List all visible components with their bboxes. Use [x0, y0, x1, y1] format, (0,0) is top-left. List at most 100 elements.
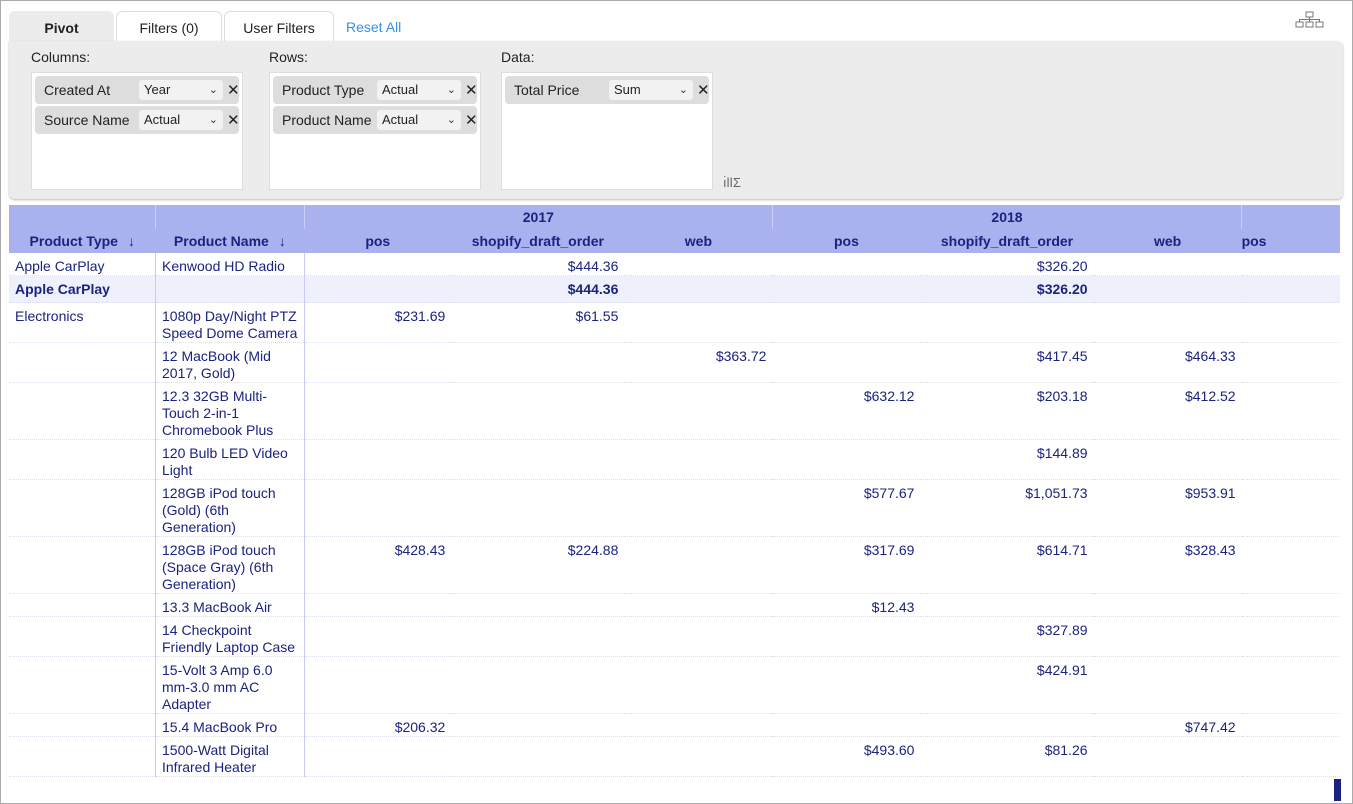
product-name-cell: 12.3 32GB Multi-Touch 2-in-1 Chromebook … [155, 382, 305, 440]
remove-field-icon[interactable]: ✕ [697, 82, 710, 99]
rows-dropzone[interactable]: Product Type Actual ⌄ ✕ Product Name Actua… [269, 72, 481, 190]
product-name-cell: Kenwood HD Radio [155, 253, 305, 276]
product-name-cell [155, 275, 305, 303]
corner-header [9, 205, 156, 229]
scroll-handle[interactable] [1334, 779, 1341, 801]
value-cell: $953.91 [1093, 479, 1242, 537]
field-chip[interactable]: Product Type Actual ⌄ ✕ [273, 76, 478, 104]
value-cell [451, 656, 625, 714]
columns-dropzone[interactable]: Created At Year ⌄ ✕ Source Name Actual ⌄ ✕ [31, 72, 243, 190]
product-type-cell: Apple CarPlay [9, 253, 156, 276]
value-cell: $81.26 [920, 736, 1094, 777]
source-header: shopify_draft_order [451, 229, 625, 253]
value-cell [920, 302, 1094, 343]
table-row: 13.3 MacBook Air $12.43 [9, 593, 1340, 617]
value-cell [1093, 736, 1242, 777]
value-cell [304, 439, 452, 480]
sort-arrow-icon[interactable]: ↓ [127, 233, 135, 249]
value-cell: $444.36 [451, 275, 625, 303]
tab-filters[interactable]: Filters (0) [116, 11, 222, 43]
corner-header [155, 205, 305, 229]
value-cell [772, 439, 921, 480]
source-header: pos [772, 229, 921, 253]
value-cell [451, 593, 625, 617]
product-type-header[interactable]: Product Type ↓ [9, 229, 156, 253]
product-type-cell [9, 656, 156, 714]
tab-pivot[interactable]: Pivot [9, 11, 114, 43]
value-cell: $326.20 [920, 253, 1094, 276]
value-cell [624, 593, 773, 617]
remove-field-icon[interactable]: ✕ [465, 112, 478, 129]
aggregation-settings-icon[interactable]: ı̇lǀΣ [723, 175, 741, 190]
value-cell: $12.43 [772, 593, 921, 617]
product-type-cell: Electronics [9, 302, 156, 343]
source-header: web [624, 229, 773, 253]
value-cell: $61.55 [451, 302, 625, 343]
product-type-cell [9, 536, 156, 594]
remove-field-icon[interactable]: ✕ [227, 82, 240, 99]
value-cell [304, 656, 452, 714]
value-cell: $444.36 [451, 253, 625, 276]
field-chip[interactable]: Product Name Actual ⌄ ✕ [273, 106, 478, 134]
product-type-header-label: Product Type [29, 233, 118, 249]
product-name-cell: 15.4 MacBook Pro [155, 713, 305, 737]
value-cell [1241, 616, 1340, 657]
subtotal-row: Apple CarPlay $444.36 $326.20 [9, 275, 1340, 303]
tab-user-filters[interactable]: User Filters [224, 11, 334, 43]
value-cell [624, 536, 773, 594]
field-chip[interactable]: Created At Year ⌄ ✕ [35, 76, 240, 104]
field-chip[interactable]: Total Price Sum ⌄ ✕ [505, 76, 710, 104]
columns-section: Columns: [19, 49, 90, 65]
hierarchy-icon[interactable] [1295, 11, 1325, 29]
field-mode-value: Actual [144, 112, 181, 127]
value-cell [1093, 593, 1242, 617]
field-name: Created At [44, 82, 111, 98]
product-name-cell: 15-Volt 3 Amp 6.0 mm-3.0 mm AC Adapter [155, 656, 305, 714]
field-name: Product Name [282, 112, 372, 128]
reset-all-link[interactable]: Reset All [346, 19, 402, 35]
value-cell: $326.20 [920, 275, 1094, 303]
field-mode-select[interactable]: Sum ⌄ [609, 80, 693, 100]
sort-arrow-icon[interactable]: ↓ [278, 233, 286, 249]
value-cell [451, 616, 625, 657]
field-mode-select[interactable]: Year ⌄ [139, 80, 223, 100]
value-cell: $224.88 [451, 536, 625, 594]
table-row: 120 Bulb LED Video Light $144.89 [9, 439, 1340, 480]
field-mode-select[interactable]: Actual ⌄ [377, 110, 461, 130]
product-type-cell [9, 342, 156, 383]
table-row: 14 Checkpoint Friendly Laptop Case $327.8… [9, 616, 1340, 657]
value-cell [624, 479, 773, 537]
value-cell [304, 736, 452, 777]
value-cell [624, 302, 773, 343]
value-cell [304, 342, 452, 383]
table-row: 15.4 MacBook Pro $206.32 $747.42 [9, 713, 1340, 737]
chevron-down-icon: ⌄ [446, 114, 456, 126]
value-cell [451, 342, 625, 383]
chevron-down-icon: ⌄ [446, 84, 456, 96]
value-cell [1093, 439, 1242, 480]
value-cell [1241, 253, 1340, 276]
value-cell [1241, 342, 1340, 383]
field-chip[interactable]: Source Name Actual ⌄ ✕ [35, 106, 240, 134]
source-header: shopify_draft_order [920, 229, 1094, 253]
product-type-cell [9, 713, 156, 737]
source-header: pos [1241, 229, 1340, 253]
field-mode-select[interactable]: Actual ⌄ [377, 80, 461, 100]
field-name: Product Type [282, 82, 365, 98]
value-cell [1241, 536, 1340, 594]
remove-field-icon[interactable]: ✕ [465, 82, 478, 99]
value-cell [624, 616, 773, 657]
field-mode-select[interactable]: Actual ⌄ [139, 110, 223, 130]
field-mode-value: Actual [382, 112, 419, 127]
value-cell [772, 656, 921, 714]
value-cell [304, 253, 452, 276]
data-dropzone[interactable]: Total Price Sum ⌄ ✕ [501, 72, 713, 190]
remove-field-icon[interactable]: ✕ [227, 112, 240, 129]
tab-bar: Pivot Filters (0) User Filters Reset All [9, 11, 401, 43]
product-name-cell: 128GB iPod touch (Gold) (6th Generation) [155, 479, 305, 537]
value-cell [920, 593, 1094, 617]
product-type-cell [9, 616, 156, 657]
product-name-header[interactable]: Product Name ↓ [155, 229, 305, 253]
table-row: 15-Volt 3 Amp 6.0 mm-3.0 mm AC Adapter $4… [9, 656, 1340, 714]
table-row: Apple CarPlay Kenwood HD Radio $444.36 $326… [9, 253, 1340, 276]
